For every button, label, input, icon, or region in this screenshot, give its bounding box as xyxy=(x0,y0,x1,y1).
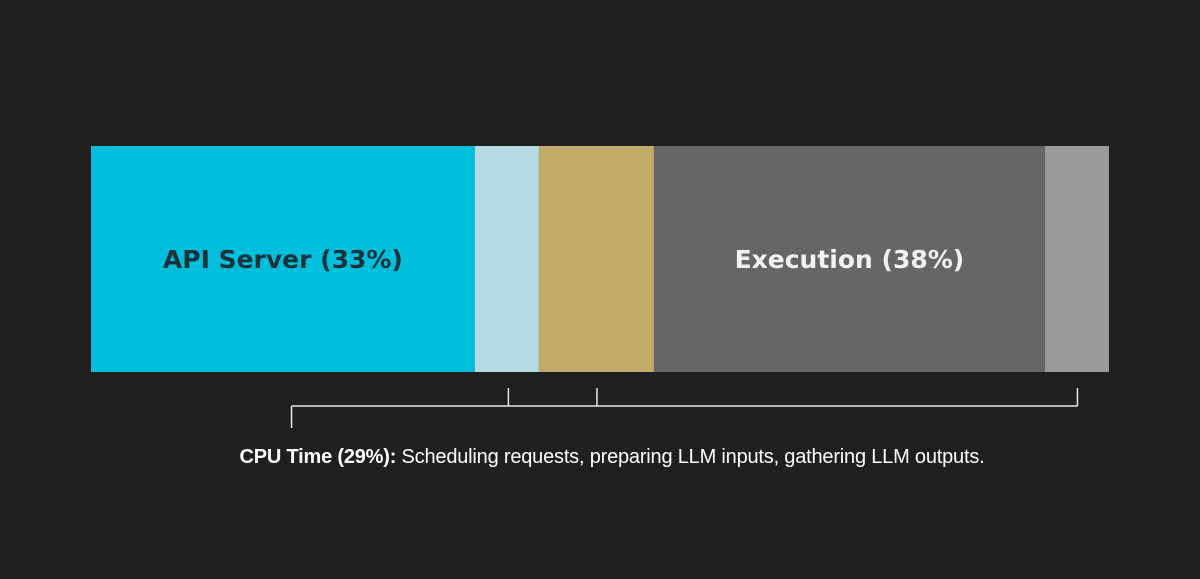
bar-group xyxy=(91,146,1109,372)
bar-segment-5 xyxy=(1044,146,1109,372)
bar-segment-4 xyxy=(653,146,1045,372)
cpu-time-caption-text: Scheduling requests, preparing LLM input… xyxy=(401,446,985,468)
bar-label-api-server: API Server (33%) xyxy=(163,245,403,274)
cpu-time-bracket xyxy=(290,388,1079,428)
bar-label-group: API Server (33%) Execution (38%) xyxy=(163,245,964,274)
cpu-time-caption-label: CPU Time (29%): xyxy=(239,446,397,468)
bar-label-execution: Execution (38%) xyxy=(735,245,965,274)
bar-segment-1 xyxy=(91,146,475,372)
bar-segment-2 xyxy=(474,146,539,372)
bar-segment-3 xyxy=(538,146,654,372)
cpu-time-caption: CPU Time (29%): Scheduling requests, pre… xyxy=(0,446,1200,469)
